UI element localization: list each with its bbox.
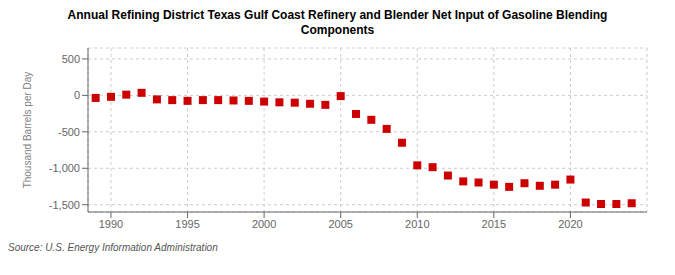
svg-text:2005: 2005 (328, 218, 352, 230)
svg-text:1990: 1990 (99, 218, 123, 230)
svg-text:0: 0 (74, 89, 80, 101)
svg-text:1995: 1995 (175, 218, 199, 230)
svg-text:2015: 2015 (482, 218, 506, 230)
svg-text:Thousand Barrels per Day: Thousand Barrels per Day (22, 72, 33, 189)
svg-text:-500: -500 (58, 126, 80, 138)
svg-text:2010: 2010 (405, 218, 429, 230)
html-text:Annual Refining District Texas: Annual Refining District Texas Gulf Coas… (67, 8, 608, 37)
svg-text:2000: 2000 (252, 218, 276, 230)
svg-text:-1,000: -1,000 (49, 162, 80, 174)
svg-text:-1,500: -1,500 (49, 199, 80, 211)
svg-text:2020: 2020 (558, 218, 582, 230)
html-text:Source: U.S. Energy Informatio: Source: U.S. Energy Information Administ… (8, 242, 218, 253)
svg-text:500: 500 (62, 53, 80, 65)
